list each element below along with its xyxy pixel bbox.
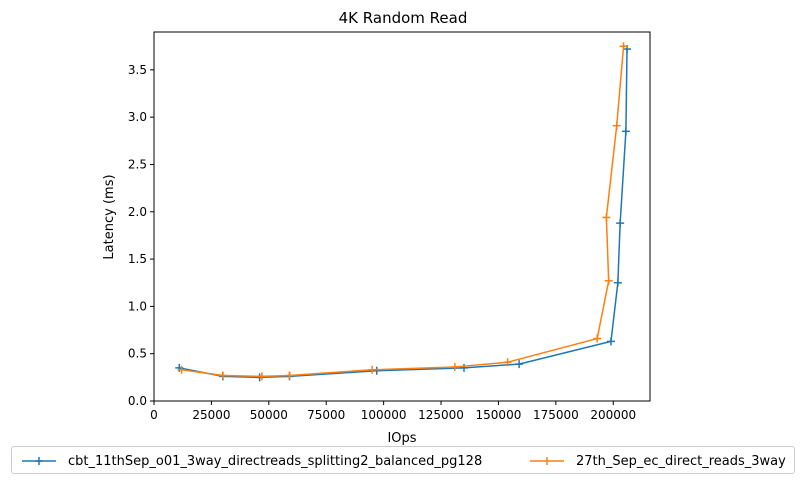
x-tick-label: 25000 — [192, 408, 230, 422]
data-point-series-1 — [515, 360, 524, 369]
y-tick-label: 1.0 — [128, 299, 147, 313]
data-point-series-2 — [604, 276, 613, 285]
y-tick-label: 2.0 — [128, 205, 147, 219]
data-point-series-2 — [285, 371, 294, 380]
legend-label-series-2: 27th_Sep_ec_direct_reads_3way — [576, 453, 786, 469]
y-tick-label: 1.5 — [128, 252, 147, 266]
x-axis-label: IOps — [387, 431, 416, 446]
data-point-series-1 — [460, 363, 468, 372]
data-point-series-2 — [218, 371, 227, 380]
data-point-series-1 — [372, 366, 381, 375]
data-point-series-2 — [177, 365, 186, 374]
x-tick-label: 175000 — [533, 408, 579, 422]
legend-marker-series-2 — [530, 457, 564, 465]
plot-area — [153, 31, 651, 402]
data-point-series-1 — [606, 337, 615, 346]
data-point-series-2 — [593, 334, 602, 343]
series-line-1 — [179, 49, 628, 379]
x-tick-label: 150000 — [476, 408, 522, 422]
legend-item-series-1: cbt_11thSep_o01_3way_directreads_splitti… — [22, 452, 482, 470]
series-layer — [175, 42, 632, 382]
x-tick-label: 200000 — [590, 408, 636, 422]
data-point-series-2 — [602, 213, 611, 222]
y-axis-ticks: 0.0 0.5 1.0 1.5 2.0 2.5 3.0 3.5 — [128, 63, 154, 408]
x-axis-ticks: 0 25000 50000 75000 100000 125000 150000 175000… — [150, 401, 636, 422]
x-tick-label: 75000 — [307, 408, 345, 422]
data-point-series-2 — [503, 358, 512, 367]
y-tick-label: 2.5 — [128, 157, 147, 171]
legend: cbt_11thSep_o01_3way_directreads_splitti… — [11, 446, 795, 474]
data-point-series-2 — [368, 365, 377, 374]
chart-title: 4K Random Read — [339, 9, 468, 27]
x-tick-label: 0 — [150, 408, 158, 422]
data-point-series-2 — [619, 42, 628, 51]
y-tick-label: 3.0 — [128, 110, 147, 124]
data-point-series-1 — [613, 278, 622, 287]
legend-label-series-1: cbt_11thSep_o01_3way_directreads_splitti… — [68, 453, 483, 469]
x-tick-label: 100000 — [361, 408, 407, 422]
data-point-series-2 — [257, 372, 266, 381]
y-tick-label: 0.0 — [128, 394, 147, 408]
data-point-series-2 — [612, 121, 621, 130]
data-point-series-1 — [621, 127, 630, 136]
data-point-series-2 — [450, 362, 459, 371]
y-tick-label: 3.5 — [128, 63, 147, 77]
series-line-2 — [181, 46, 625, 378]
y-axis-label: Latency (ms) — [102, 174, 117, 259]
legend-item-series-2: 27th_Sep_ec_direct_reads_3way — [530, 452, 786, 470]
x-tick-label: 50000 — [250, 408, 288, 422]
x-tick-label: 125000 — [418, 408, 464, 422]
y-tick-label: 0.5 — [128, 347, 147, 361]
legend-marker-series-1 — [22, 457, 56, 465]
data-point-series-1 — [616, 219, 625, 228]
